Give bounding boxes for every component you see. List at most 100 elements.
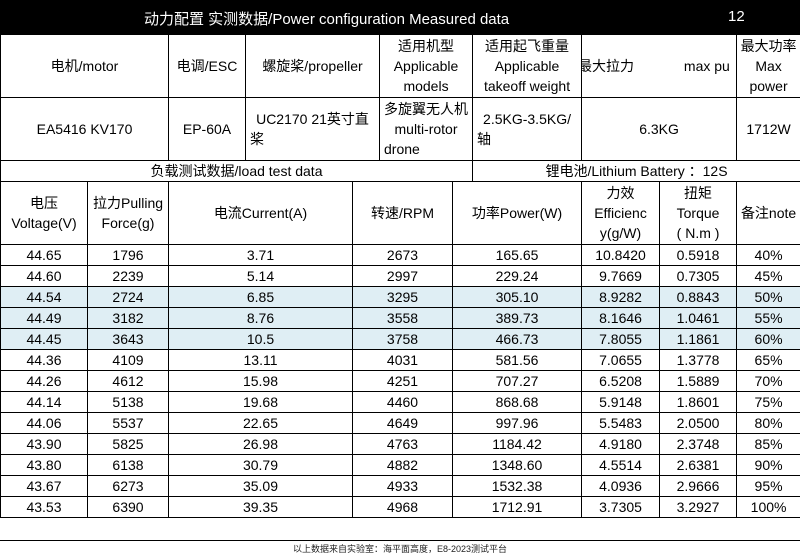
power-cell: 1532.38 (451, 475, 583, 497)
voltage-cell: 43.80 (0, 454, 88, 476)
pull-cell: 6273 (87, 475, 169, 497)
power-cell: 1348.60 (451, 454, 583, 476)
current-cell: 15.98 (168, 370, 353, 392)
torque-cell: 0.7305 (659, 265, 738, 287)
rpm-header: 转速/RPM (352, 181, 453, 245)
power-cell: 1712.91 (451, 496, 583, 518)
note-cell: 70% (736, 370, 800, 392)
torque-cell: 0.8843 (659, 286, 738, 308)
takeoff-header-cn: 适用起飞重量 (485, 38, 570, 54)
efficiency-cell: 6.5208 (581, 370, 661, 392)
torque-header: 扭矩 Torque ( N.m ) (659, 181, 738, 245)
note-cell: 50% (736, 286, 800, 308)
table-row: 44.14 5138 19.68 4460 868.68 5.9148 1.8601 75% (0, 391, 800, 413)
models-header-en2: models (403, 78, 449, 94)
takeoff-value: 2.5KG-3.5KG/轴 (472, 97, 583, 161)
models-header-cn: 适用机型 (398, 38, 454, 54)
current-cell: 3.71 (168, 244, 353, 266)
pull-cell: 2724 (87, 286, 169, 308)
power-cell: 229.24 (451, 265, 583, 287)
torque-cell: 1.1861 (659, 328, 738, 350)
pull-cell: 4109 (87, 349, 169, 371)
voltage-cell: 44.06 (0, 412, 88, 434)
table-row: 43.53 6390 39.35 4968 1712.91 3.7305 3.2927 100… (0, 496, 800, 518)
note-cell: 95% (736, 475, 800, 497)
voltage-cell: 43.67 (0, 475, 88, 497)
rpm-cell: 4933 (352, 475, 453, 497)
title-bar: 动力配置 实测数据/Power configuration Measured d… (0, 0, 800, 34)
table-row: 44.65 1796 3.71 2673 165.65 10.8420 0.5918 40% (0, 244, 800, 266)
pull-cell: 6390 (87, 496, 169, 518)
takeoff-header-en1: Applicable (494, 58, 560, 74)
efficiency-cell: 4.9180 (581, 433, 661, 455)
power-header: 功率Power(W) (451, 181, 583, 245)
power-cell: 165.65 (451, 244, 583, 266)
note-cell: 60% (736, 328, 800, 350)
current-cell: 39.35 (168, 496, 353, 518)
max-pull-value: 6.3KG (581, 97, 738, 161)
pull-cell: 3643 (87, 328, 169, 350)
current-cell: 8.76 (168, 307, 353, 329)
note-cell: 75% (736, 391, 800, 413)
rpm-cell: 4968 (352, 496, 453, 518)
efficiency-cell: 10.8420 (581, 244, 661, 266)
torque-cell: 2.3748 (659, 433, 738, 455)
motor-value: EA5416 KV170 (0, 97, 169, 161)
efficiency-header-en1: Efficienc (594, 205, 647, 221)
models-header: 适用机型 Applicable models (378, 34, 474, 98)
note-cell: 40% (736, 244, 800, 266)
pull-cell: 1796 (87, 244, 169, 266)
efficiency-cell: 5.9148 (581, 391, 661, 413)
current-cell: 19.68 (168, 391, 353, 413)
voltage-cell: 44.60 (0, 265, 88, 287)
note-cell: 65% (736, 349, 800, 371)
voltage-cell: 44.26 (0, 370, 88, 392)
power-cell: 466.73 (451, 328, 583, 350)
rpm-cell: 4763 (352, 433, 453, 455)
pull-cell: 6138 (87, 454, 169, 476)
note-cell: 55% (736, 307, 800, 329)
table-row: 44.60 2239 5.14 2997 229.24 9.7669 0.7305 45% (0, 265, 800, 287)
pull-cell: 3182 (87, 307, 169, 329)
voltage-cell: 44.36 (0, 349, 88, 371)
config-value-row: EA5416 KV170 EP-60A UC2170 21英寸直桨 多旋翼无人机… (0, 97, 800, 161)
pull-cell: 5138 (87, 391, 169, 413)
voltage-header-en: Voltage(V) (11, 215, 77, 231)
spec-table: 电机/motor 电调/ESC 螺旋桨/propeller 适用机型 Appli… (0, 34, 800, 518)
note-cell: 100% (736, 496, 800, 518)
table-row: 43.80 6138 30.79 4882 1348.60 4.5514 2.6381 90% (0, 454, 800, 476)
current-header: 电流Current(A) (168, 181, 353, 245)
voltage-cell: 44.49 (0, 307, 88, 329)
pull-header: 拉力Pulling Force(g) (87, 181, 169, 245)
torque-cell: 2.9666 (659, 475, 738, 497)
voltage-cell: 43.53 (0, 496, 88, 518)
config-header-row: 电机/motor 电调/ESC 螺旋桨/propeller 适用机型 Appli… (0, 34, 800, 98)
torque-header-cn: 扭矩 (684, 185, 713, 201)
rpm-cell: 4031 (352, 349, 453, 371)
rpm-cell: 3758 (352, 328, 453, 350)
rpm-cell: 4251 (352, 370, 453, 392)
efficiency-cell: 7.0655 (581, 349, 661, 371)
power-cell: 389.73 (451, 307, 583, 329)
table-row: 44.45 3643 10.5 3758 466.73 7.8055 1.1861 60% (0, 328, 800, 350)
rpm-cell: 4649 (352, 412, 453, 434)
esc-value: EP-60A (168, 97, 246, 161)
table-row: 43.67 6273 35.09 4933 1532.38 4.0936 2.9666 95% (0, 475, 800, 497)
footer-divider (0, 540, 800, 541)
current-cell: 26.98 (168, 433, 353, 455)
footer-note: 以上数据来自实验室：海平面高度，E8-2023测试平台 (292, 544, 508, 554)
power-cell: 305.10 (451, 286, 583, 308)
current-cell: 22.65 (168, 412, 353, 434)
motor-header: 电机/motor (0, 34, 169, 98)
note-cell: 45% (736, 265, 800, 287)
max-pull-header-cn: 最大拉力 (581, 58, 635, 74)
torque-cell: 1.8601 (659, 391, 738, 413)
efficiency-cell: 9.7669 (581, 265, 661, 287)
efficiency-cell: 8.9282 (581, 286, 661, 308)
torque-header-unit: ( N.m ) (676, 225, 720, 241)
current-cell: 35.09 (168, 475, 353, 497)
table-row: 44.54 2724 6.85 3295 305.10 8.9282 0.8843 50% (0, 286, 800, 308)
max-pull-header-en: max pu (683, 58, 730, 74)
rpm-cell: 3295 (352, 286, 453, 308)
voltage-header-cn: 电压 (30, 195, 58, 211)
